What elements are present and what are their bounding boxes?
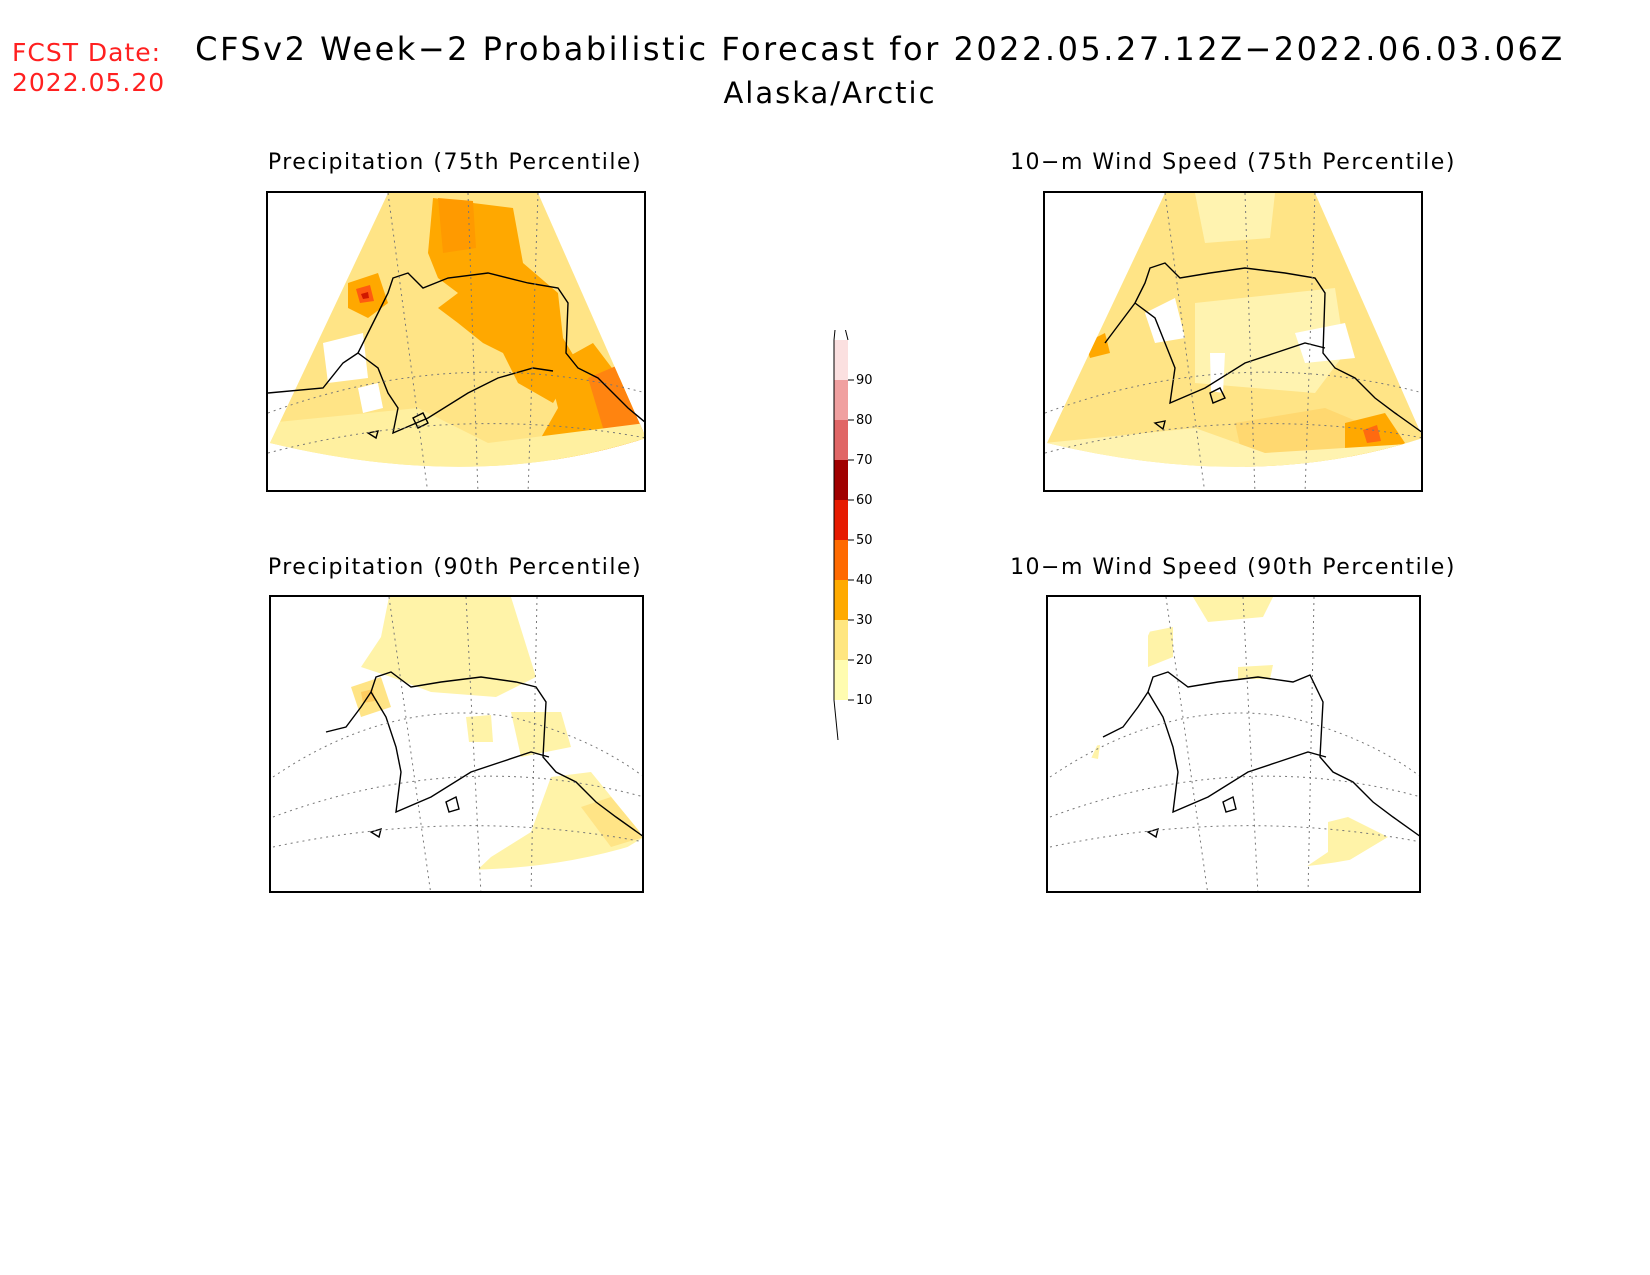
- panel-title-wind-90: 10−m Wind Speed (90th Percentile): [1010, 555, 1456, 580]
- probability-fill-none: [1295, 323, 1355, 363]
- colorbar-tick-label: 30: [856, 613, 873, 628]
- colorbar-tick-label: 80: [856, 413, 873, 428]
- forecast-date-label: FCST Date:: [12, 38, 162, 67]
- graticule: [272, 597, 642, 891]
- forecast-date-value: 2022.05.20: [12, 68, 166, 97]
- probability-fill-pale: [466, 715, 493, 742]
- page-subtitle: Alaska/Arctic: [723, 76, 937, 110]
- probability-fill-pale: [1195, 193, 1275, 243]
- coastline: [1102, 671, 1419, 839]
- colorbar-tick-label: 50: [856, 533, 873, 548]
- graticule: [268, 193, 644, 490]
- probability-fill-orange: [1085, 333, 1110, 358]
- graticule: [1049, 597, 1419, 891]
- colorbar-tick-label: 60: [856, 493, 873, 508]
- colorbar-swatch: [834, 660, 848, 700]
- map-wind-75: [1043, 191, 1423, 492]
- probability-fill-light: [581, 797, 642, 847]
- colorbar-swatch: [834, 580, 848, 620]
- colorbar-tick-label: 70: [856, 453, 873, 468]
- colorbar-tick-label: 90: [856, 373, 873, 388]
- probability-fill-pale: [1148, 627, 1173, 667]
- map-precip-75: [266, 191, 646, 492]
- graticule: [1045, 193, 1421, 490]
- colorbar-svg: 10 20 30 40 50 60 70 80 90: [820, 299, 873, 750]
- probability-fill-none: [1210, 353, 1225, 393]
- colorbar-swatch: [834, 620, 848, 660]
- map-precip-90: [269, 595, 644, 893]
- probability-fill-pale: [1195, 288, 1345, 393]
- probability-fill-pale: [270, 408, 644, 467]
- colorbar-swatch: [834, 420, 848, 460]
- coastline: [325, 671, 642, 839]
- colorbar: 10 20 30 40 50 60 70 80 90: [820, 299, 890, 750]
- colorbar-tick-label: 20: [856, 653, 873, 668]
- panel-title-precip-75: Precipitation (75th Percentile): [267, 150, 643, 175]
- probability-fill-orange: [438, 198, 476, 253]
- map-wind-90: [1046, 595, 1421, 893]
- probability-fill-pale: [1193, 597, 1273, 622]
- coastline: [1104, 262, 1421, 433]
- colorbar-tick-label: 40: [856, 573, 873, 588]
- panel-title-wind-75: 10−m Wind Speed (75th Percentile): [1010, 150, 1456, 175]
- forecast-date-block: FCST Date: 2022.05.20: [12, 38, 165, 98]
- colorbar-bottom-arrow: [834, 700, 848, 740]
- colorbar-swatch: [834, 460, 848, 500]
- colorbar-swatch: [834, 340, 848, 380]
- probability-fill-none: [358, 383, 383, 413]
- colorbar-tick-label: 10: [856, 693, 873, 708]
- page-title: CFSv2 Week−2 Probabilistic Forecast for …: [195, 30, 1565, 68]
- colorbar-top-arrow: [833, 299, 849, 341]
- colorbar-swatch: [834, 500, 848, 540]
- probability-fill-pale: [1047, 428, 1421, 467]
- probability-fill-pale: [1088, 745, 1100, 759]
- colorbar-swatch: [834, 380, 848, 420]
- probability-fill-none: [1145, 298, 1185, 343]
- probability-fill-pale: [511, 712, 571, 757]
- probability-fill-pale: [1288, 817, 1388, 870]
- probability-fill-pale: [361, 597, 536, 697]
- colorbar-swatch: [834, 540, 848, 580]
- panel-title-precip-90: Precipitation (90th Percentile): [267, 555, 643, 580]
- probability-fill-red: [361, 292, 369, 299]
- probability-fill-none: [323, 333, 368, 383]
